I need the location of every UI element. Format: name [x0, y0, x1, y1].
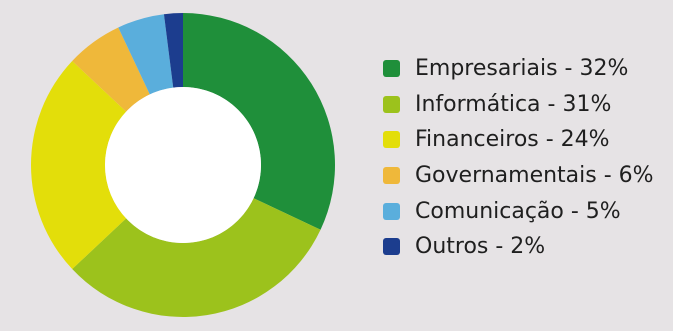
- legend-swatch: [383, 167, 400, 185]
- legend-item: Informática - 31%: [383, 87, 654, 123]
- legend-label: Empresariais - 32%: [415, 56, 629, 82]
- legend-label: Informática - 31%: [415, 91, 612, 117]
- legend-label: Comunicação - 5%: [415, 198, 621, 224]
- donut-slice-informatica: [72, 198, 321, 317]
- legend-item: Outros - 2%: [383, 229, 654, 265]
- donut-slice-outros: [163, 13, 183, 88]
- donut-center-hole: [105, 87, 261, 243]
- donut-chart-svg: [30, 13, 335, 317]
- legend-item: Empresariais - 32%: [383, 51, 654, 87]
- legend-label: Governamentais - 6%: [415, 163, 654, 189]
- donut-slice-empresariais: [183, 13, 335, 230]
- legend-label: Financeiros - 24%: [415, 127, 610, 153]
- legend-swatch: [383, 60, 400, 78]
- chart-legend: Empresariais - 32% Informática - 31% Finan…: [383, 51, 654, 265]
- legend-swatch: [383, 131, 400, 149]
- legend-item: Governamentais - 6%: [383, 158, 654, 194]
- legend-item: Financeiros - 24%: [383, 122, 654, 158]
- legend-item: Comunicação - 5%: [383, 193, 654, 229]
- donut-slice-comunicacao: [118, 14, 174, 95]
- legend-label: Outros - 2%: [415, 234, 546, 260]
- legend-swatch: [383, 95, 400, 113]
- legend-swatch: [383, 202, 400, 220]
- donut-slice-governamentais: [72, 27, 150, 112]
- legend-swatch: [383, 238, 400, 256]
- donut-slice-financeiros: [30, 60, 127, 270]
